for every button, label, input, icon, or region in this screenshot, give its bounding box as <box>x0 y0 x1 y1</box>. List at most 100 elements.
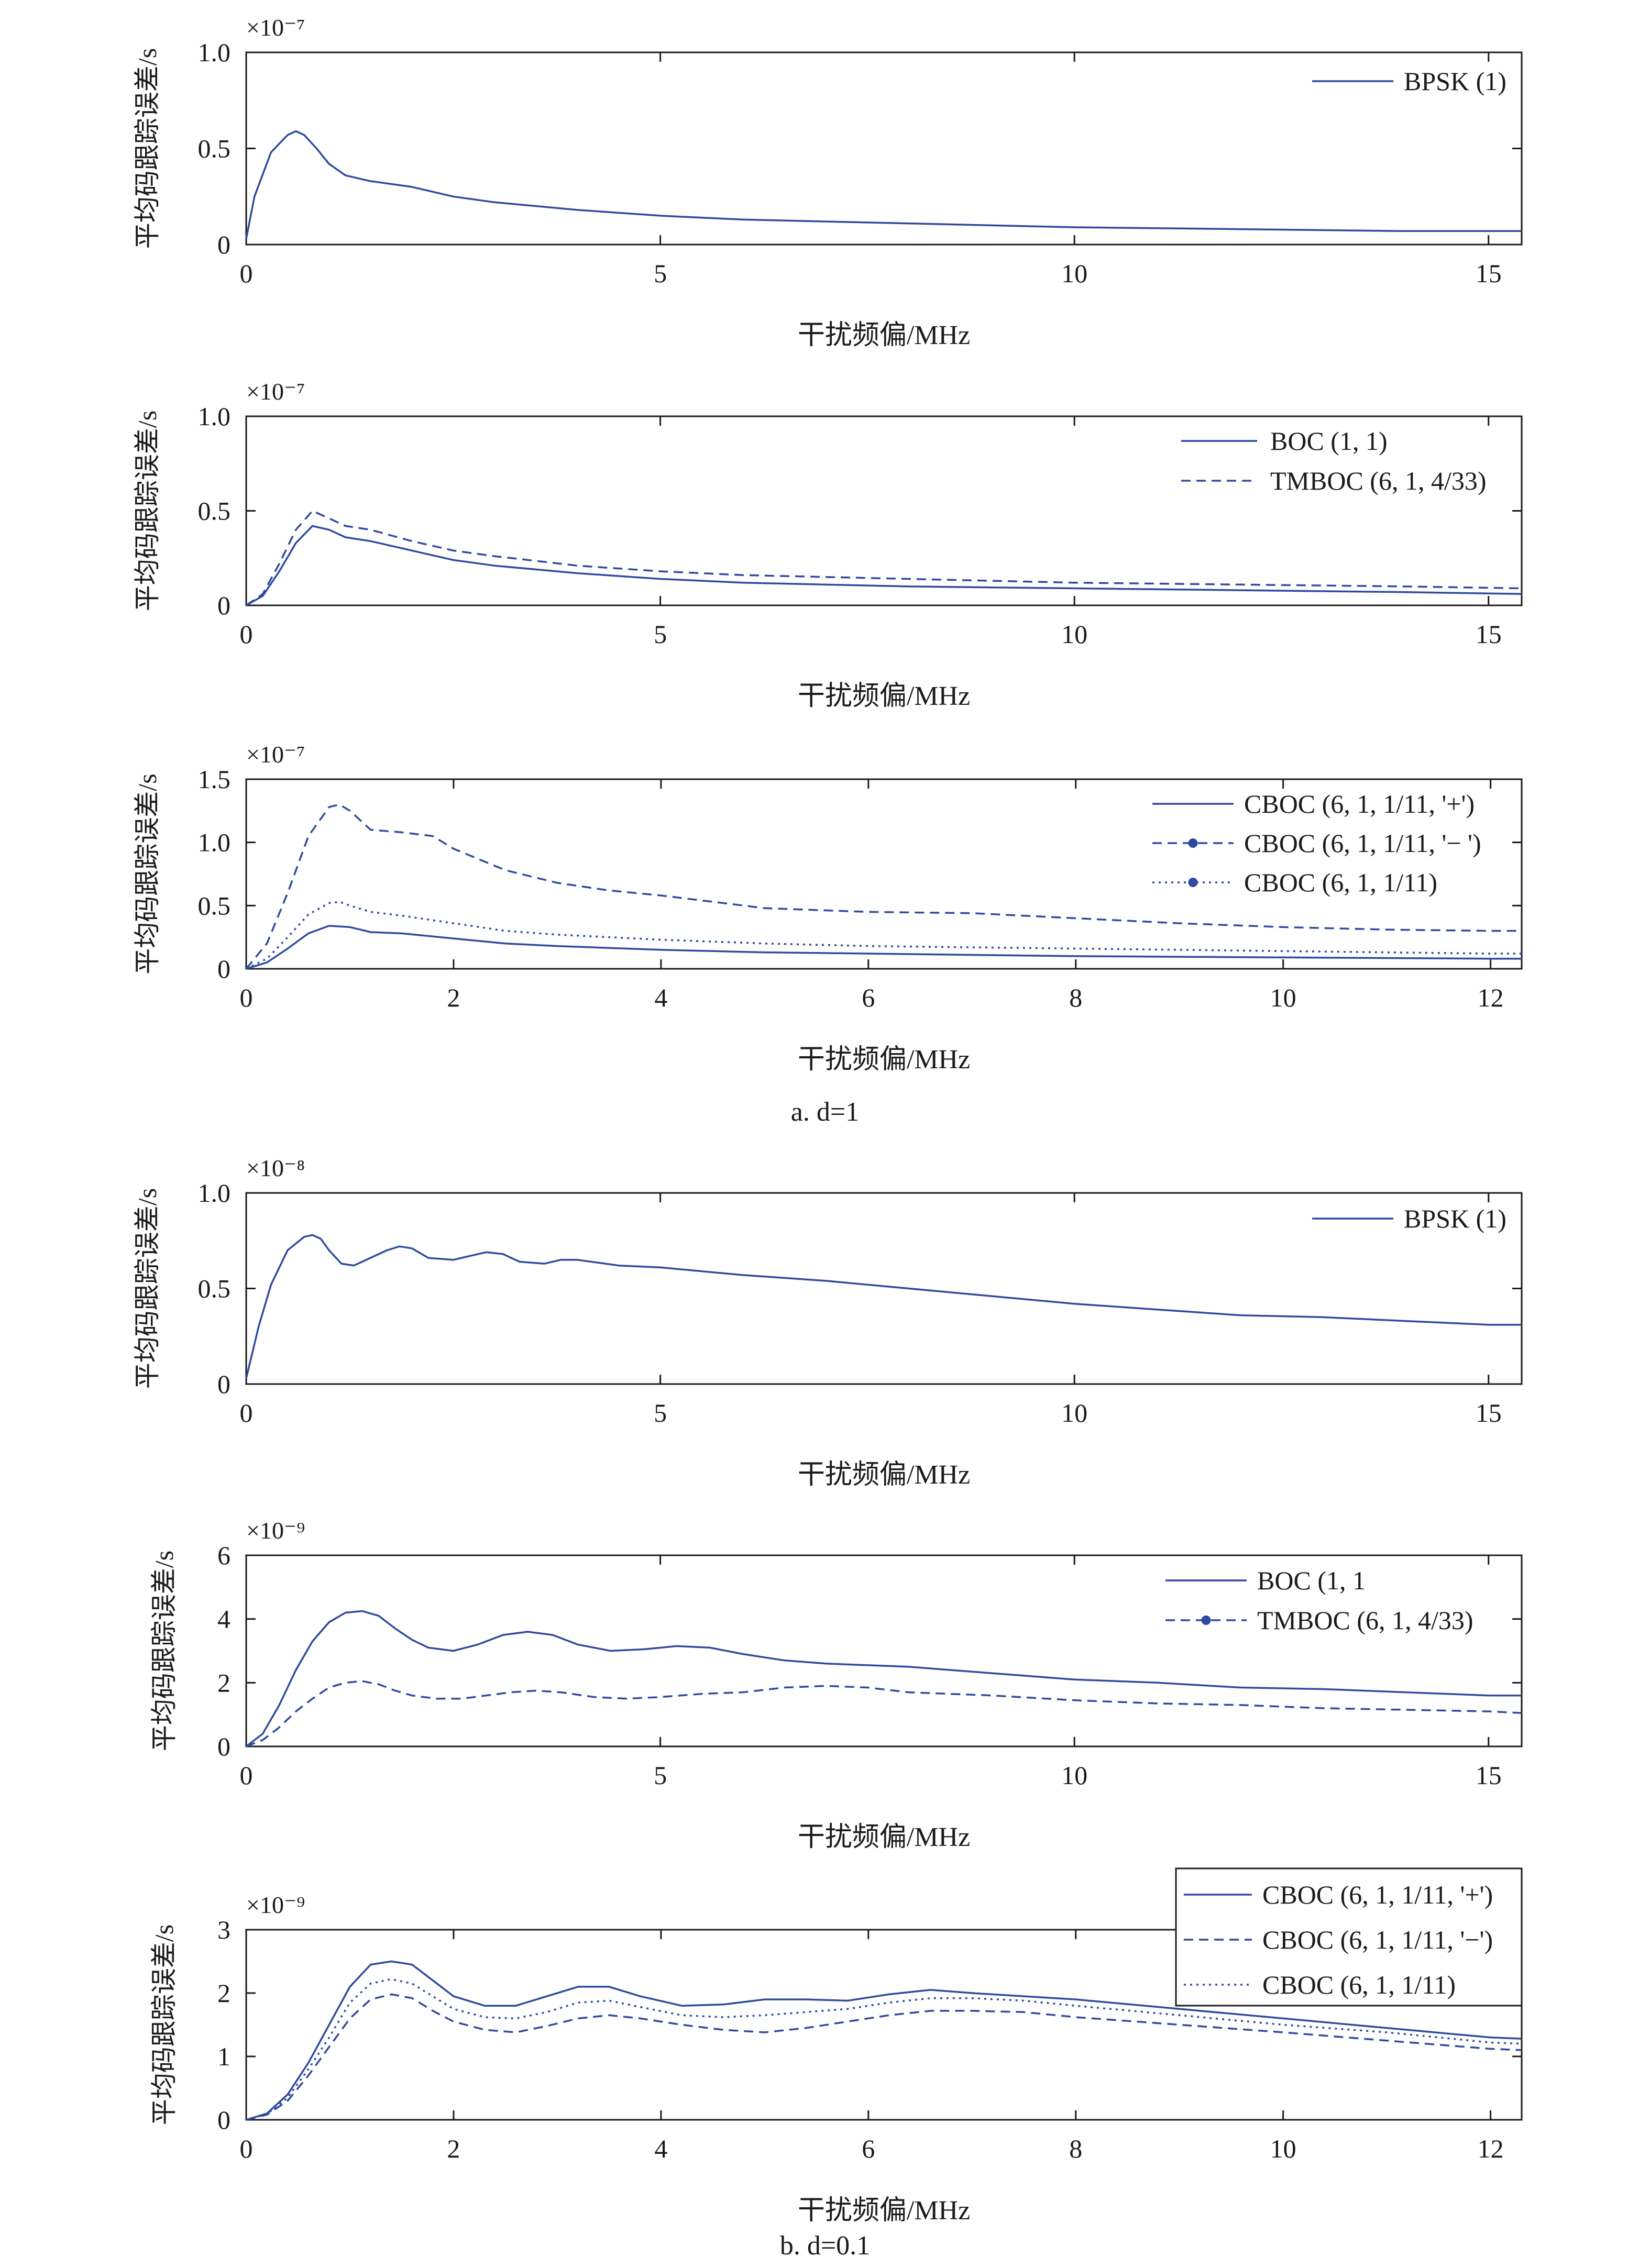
axis-frame <box>245 1554 1523 1747</box>
y-tick-label: 1.0 <box>198 402 231 431</box>
legend-marker <box>1201 1616 1211 1625</box>
y-tick-label: 2 <box>217 1978 230 2008</box>
axis-frame <box>245 778 1523 970</box>
x-tick-label: 6 <box>862 983 875 1012</box>
legend-label: BPSK (1) <box>1404 1204 1506 1233</box>
y-tick-label: 0.5 <box>198 496 231 526</box>
x-tick-label: 10 <box>1061 619 1087 649</box>
x-tick-label: 10 <box>1061 259 1087 288</box>
x-tick-label: 5 <box>654 1398 667 1428</box>
legend-label: BOC (1, 1) <box>1270 426 1388 456</box>
x-tick-label: 2 <box>447 2134 460 2163</box>
y-tick-label: 0 <box>217 230 230 259</box>
x-tick-label: 15 <box>1476 1761 1502 1790</box>
legend-label: TMBOC (6, 1, 4/33) <box>1270 466 1487 495</box>
x-tick-label: 10 <box>1270 2134 1296 2163</box>
x-tick-label: 10 <box>1270 983 1296 1012</box>
y-axis-label: 平均码跟踪误差/s <box>149 1551 179 1751</box>
y-exponent-label: ×10⁻⁹ <box>246 1517 305 1544</box>
y-exponent-label: ×10⁻⁷ <box>246 378 305 405</box>
y-tick-label: 1.5 <box>198 765 231 794</box>
x-tick-label: 8 <box>1069 2134 1082 2163</box>
panels: 0 5 10 15 0 0.5 1.0 ×10⁻⁷ 平均码跟踪误差/s 干扰频偏/MHz BPSK … <box>133 14 1523 2226</box>
legend-label: CBOC (6, 1, 1/11, '+') <box>1262 1880 1493 1909</box>
x-tick-label: 15 <box>1476 259 1502 288</box>
x-tick-label: 5 <box>654 1761 667 1790</box>
x-tick-label: 0 <box>240 1761 253 1790</box>
legend-label: CBOC (6, 1, 1/11, '−') <box>1262 1925 1493 1954</box>
caption-a: a. d=1 <box>791 1097 859 1127</box>
series-line-3 <box>246 901 1522 970</box>
y-tick-label: 1.0 <box>198 1178 231 1208</box>
legend: CBOC (6, 1, 1/11, '+') CBOC (6, 1, 1/11, … <box>1175 1867 1523 2007</box>
y-tick-label: 0 <box>217 591 230 620</box>
legend: BPSK (1) <box>1312 67 1506 96</box>
legend: CBOC (6, 1, 1/11, '+') CBOC (6, 1, 1/11, … <box>1152 789 1481 897</box>
x-axis-label: 干扰频偏/MHz <box>798 320 970 350</box>
legend-box <box>1175 1867 1523 2007</box>
y-tick-label: 0.5 <box>198 891 231 920</box>
y-axis-label: 平均码跟踪误差/s <box>149 1924 179 2125</box>
legend: BOC (1, 1) TMBOC (6, 1, 4/33) <box>1181 426 1487 495</box>
legend-label: TMBOC (6, 1, 4/33) <box>1257 1606 1473 1635</box>
chart-panel-1: 0 5 10 15 0 0.5 1.0 ×10⁻⁷ 平均码跟踪误差/s 干扰频偏/MHz BPSK … <box>133 14 1523 350</box>
legend-label: BPSK (1) <box>1404 67 1506 96</box>
x-tick-label: 12 <box>1478 983 1504 1012</box>
y-exponent-label: ×10⁻⁹ <box>246 1891 305 1918</box>
series-line-1 <box>246 1960 1522 2121</box>
x-tick-label: 6 <box>862 2134 875 2163</box>
y-axis-label: 平均码跟踪误差/s <box>133 48 162 249</box>
legend-label: CBOC (6, 1, 1/11, '+') <box>1244 789 1475 818</box>
x-axis-label: 干扰频偏/MHz <box>798 1460 970 1490</box>
x-tick-label: 0 <box>240 2134 253 2163</box>
y-exponent-label: ×10⁻⁸ <box>246 1155 305 1181</box>
x-axis-label: 干扰频偏/MHz <box>798 2196 970 2226</box>
caption-b: b. d=0.1 <box>780 2231 870 2261</box>
x-axis-label: 干扰频偏/MHz <box>798 1822 970 1852</box>
y-tick-label: 0 <box>217 1732 230 1761</box>
y-axis-label: 平均码跟踪误差/s <box>133 1188 162 1389</box>
x-tick-label: 2 <box>447 983 460 1012</box>
legend-label: CBOC (6, 1, 1/11) <box>1262 1970 1456 1999</box>
axis-frame <box>245 1192 1523 1385</box>
y-tick-label: 0 <box>217 954 230 983</box>
y-tick-label: 0 <box>217 1369 230 1399</box>
y-tick-label: 0.5 <box>198 134 231 163</box>
chart-panel-4: 0 5 10 15 0 0.5 1.0 ×10⁻⁸ 平均码跟踪误差/s 干扰频偏/MHz BPSK … <box>133 1155 1523 1490</box>
x-tick-label: 5 <box>654 259 667 288</box>
series-line-2 <box>245 803 1522 970</box>
x-tick-label: 0 <box>240 1398 253 1428</box>
series-line-1 <box>245 1610 1522 1747</box>
x-tick-label: 0 <box>240 619 253 649</box>
y-tick-label: 1.0 <box>198 38 231 67</box>
legend: BOC (1, 1 TMBOC (6, 1, 4/33) <box>1165 1566 1473 1635</box>
y-axis-label: 平均码跟踪误差/s <box>133 411 162 611</box>
x-tick-label: 10 <box>1061 1398 1087 1428</box>
axis-frame <box>245 1929 1523 2121</box>
chart-panel-3: 0 2 4 6 8 10 12 0 0.5 1.0 1.5 ×10⁻⁷ 平均码跟踪误差/s 干扰频偏/MH… <box>133 741 1523 1075</box>
x-tick-label: 15 <box>1476 1398 1502 1428</box>
series-line-1 <box>246 925 1522 970</box>
chart-panel-2: 0 5 10 15 0 0.5 1.0 ×10⁻⁷ 平均码跟踪误差/s 干扰频偏/MHz BOC (… <box>133 378 1523 711</box>
series-line-1 <box>246 525 1522 606</box>
x-tick-label: 12 <box>1478 2134 1504 2163</box>
x-axis-label: 干扰频偏/MHz <box>798 681 970 711</box>
chart-panel-6: 0 2 4 6 8 10 120123×10⁻⁹平均码跟踪误差/s干扰频偏/MHzCBOC … <box>149 1867 1523 2226</box>
x-tick-label: 8 <box>1069 983 1082 1012</box>
series-line-3 <box>246 1978 1522 2121</box>
y-tick-label: 4 <box>217 1605 230 1634</box>
series-line-1 <box>245 130 1522 239</box>
x-axis-label: 干扰频偏/MHz <box>798 1045 970 1075</box>
chart-panel-5: 0 5 10 15 0 2 4 6 ×10⁻⁹ 平均码跟踪误差/s 干扰频偏/MHz BOC (1, … <box>149 1517 1523 1852</box>
y-exponent-label: ×10⁻⁷ <box>246 741 305 768</box>
y-tick-label: 3 <box>217 1915 230 1944</box>
y-tick-label: 0 <box>217 2105 230 2134</box>
x-tick-label: 4 <box>654 983 667 1012</box>
series-line-2 <box>246 510 1522 606</box>
y-tick-label: 6 <box>217 1541 230 1570</box>
x-tick-label: 4 <box>654 2134 667 2163</box>
legend: BPSK (1) <box>1312 1204 1506 1233</box>
y-tick-label: 0.5 <box>198 1274 231 1303</box>
series-line-2 <box>246 1680 1522 1747</box>
